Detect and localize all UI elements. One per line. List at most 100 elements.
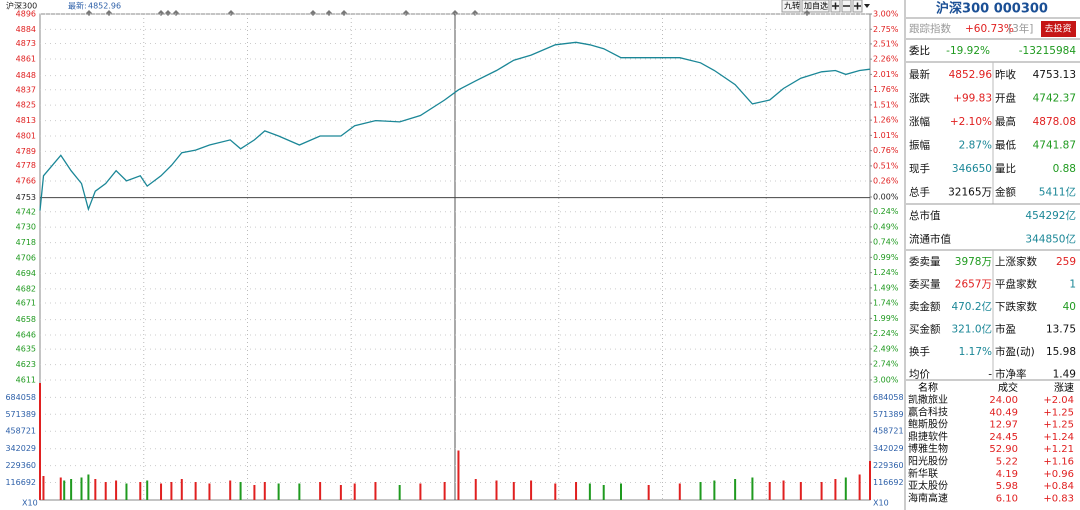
field-label: 市盈 (995, 323, 1016, 336)
y-tick-label: 4873 (16, 39, 36, 48)
y2-tick-label: 3.00% (873, 376, 899, 385)
volume-bar (70, 479, 73, 500)
y2-tick-label: 2.51% (873, 39, 899, 48)
list-value: 24.00 (989, 395, 1018, 406)
y2-tick-label: 0.24% (873, 207, 899, 216)
volume-tick-label: 684058 (5, 393, 36, 402)
y2-tick-label: 2.26% (873, 55, 899, 64)
volume-bar (80, 477, 83, 500)
field-label: 总手 (909, 186, 930, 199)
stock-name[interactable]: 博雅生物 (908, 442, 948, 455)
field-value: - (988, 369, 992, 381)
field-label: 换手 (909, 345, 930, 358)
button[interactable] (781, 0, 801, 13)
volume-bar (139, 482, 142, 500)
stock-name[interactable]: 鼎捷软件 (908, 430, 948, 443)
stock-name[interactable]: 赢合科技 (908, 405, 948, 418)
list-value: 12.97 (989, 420, 1018, 431)
field-value: 32165万 (948, 187, 992, 199)
field-value: 321.0亿 (951, 323, 992, 336)
y2-tick-label: 2.49% (873, 344, 899, 353)
volume-bar (419, 483, 422, 500)
y2-tick-label: 2.74% (873, 360, 899, 369)
ratio-amount: -13215984 (1019, 45, 1077, 57)
field-value: 1.17% (959, 346, 992, 358)
field-label: 振幅 (909, 139, 930, 152)
list-value: +1.24 (1043, 432, 1074, 443)
field-value: 15.98 (1046, 346, 1076, 358)
field-label: 涨幅 (909, 115, 930, 128)
field-label: 现手 (909, 162, 930, 175)
field-value: 4753.13 (1033, 69, 1076, 81)
field-label: 金额 (995, 186, 1016, 199)
volume-bar (734, 479, 737, 500)
y-tick-label: 4718 (16, 238, 36, 247)
stock-name[interactable]: 新华联 (908, 467, 938, 480)
volume-bar (42, 476, 45, 500)
invest-button[interactable] (1041, 21, 1076, 37)
field-label: 均价 (909, 369, 930, 381)
ratio-pct: -19.92% (946, 45, 990, 57)
field-label: 买金额 (909, 323, 941, 336)
y2-tick-label: 2.24% (873, 329, 899, 338)
volume-bar (869, 461, 871, 500)
volume-bar (63, 480, 66, 500)
track-value: +60.73% (965, 23, 1014, 35)
y-tick-label: 4706 (16, 254, 36, 263)
volume-tick-label: 571389 (873, 410, 904, 419)
volume-bar (194, 482, 197, 500)
ratio-label: 委比 (909, 44, 930, 57)
stock-name[interactable]: 鲍斯股份 (908, 418, 948, 431)
list-header: 成交 (998, 381, 1018, 394)
field-label: 总市值 (909, 209, 941, 222)
field-value: 4742.37 (1033, 93, 1076, 105)
field-value: +99.83 (953, 93, 992, 105)
y-tick-label: 4801 (16, 132, 36, 141)
stock-name[interactable]: 亚太股份 (908, 479, 948, 492)
title-bar (906, 0, 1080, 18)
volume-bar (339, 485, 342, 500)
volume-bar (59, 477, 62, 500)
field-value: 4852.96 (949, 69, 993, 81)
panel-title: 沪深300 000300 (936, 1, 1048, 17)
volume-bar (263, 482, 266, 500)
volume-bar (87, 474, 90, 500)
volume-tick-label: 342029 (873, 444, 904, 453)
volume-bar (602, 485, 605, 500)
latest-value: 4852.96 (88, 2, 121, 11)
latest-label: 最新: (68, 1, 87, 11)
field-value: 0.88 (1053, 163, 1076, 175)
field-value: 470.2亿 (951, 300, 992, 313)
field-value: 40 (1063, 301, 1076, 313)
volume-bar (844, 477, 847, 500)
field-value: 1.49 (1053, 369, 1076, 381)
y-tick-label: 4694 (16, 269, 36, 278)
y-tick-label: 4848 (16, 71, 36, 80)
dropdown[interactable] (864, 4, 870, 8)
list-value: +0.83 (1043, 493, 1074, 504)
y-tick-label: 4778 (16, 161, 36, 170)
y-tick-label: 4682 (16, 284, 36, 293)
y2-tick-label: 0.26% (873, 177, 899, 186)
list-value: +0.84 (1043, 481, 1074, 492)
button-label: 九转 (784, 1, 800, 11)
y-tick-label: 4789 (16, 147, 36, 156)
list-value: 4.19 (996, 469, 1018, 480)
y2-tick-label: 1.76% (873, 85, 899, 94)
stock-name[interactable]: 海南高速 (908, 491, 948, 504)
button[interactable] (801, 0, 830, 13)
list-header: 名称 (918, 381, 938, 394)
volume-bar (457, 450, 460, 500)
track-period: [3年] (1008, 22, 1033, 35)
volume-tick-label: 116692 (5, 478, 36, 487)
field-value: 454292亿 (1025, 209, 1076, 222)
volume-bar (834, 479, 837, 500)
stock-name[interactable]: 阳光股份 (908, 455, 948, 468)
y-tick-label: 4623 (16, 360, 36, 369)
volume-bar (620, 483, 622, 500)
stock-name[interactable]: 凯撒旅业 (908, 393, 948, 406)
y-tick-label: 4611 (16, 376, 36, 385)
index-name: 沪深300 (6, 1, 37, 11)
list-value: +1.25 (1043, 407, 1074, 418)
volume-bar (820, 482, 823, 500)
